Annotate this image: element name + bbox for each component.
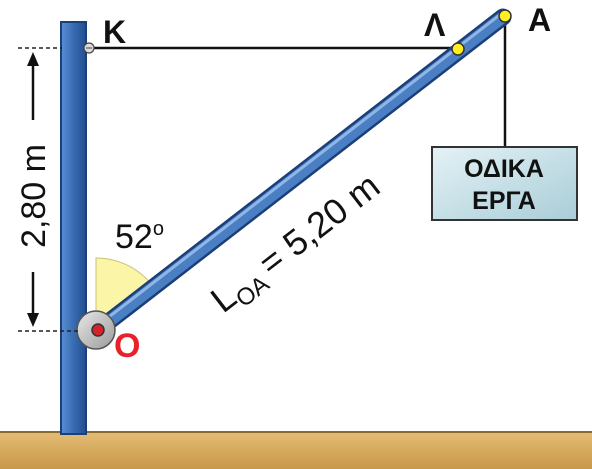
arrow-down-icon xyxy=(27,313,39,327)
height-label: 2,80 m xyxy=(15,144,53,248)
point-lambda-label: Λ xyxy=(424,7,446,43)
point-lambda-dot xyxy=(451,42,465,56)
beam-oa xyxy=(89,8,512,339)
pole xyxy=(60,21,87,435)
angle-value: 52 xyxy=(115,218,153,256)
sign-line-2: ΕΡΓΑ xyxy=(472,187,536,215)
road-works-sign: ΟΔΙΚΑ ΕΡΓΑ xyxy=(431,146,578,221)
length-value: = 5,20 m xyxy=(251,165,388,284)
hinge-o xyxy=(76,310,116,350)
point-a-dot xyxy=(498,9,512,23)
arrow-up-icon xyxy=(27,52,39,66)
point-o-label: Ο xyxy=(114,327,140,365)
length-label: LΟΑ= 5,20 m xyxy=(203,165,391,325)
point-k-label: Κ xyxy=(103,14,126,50)
ground xyxy=(0,432,592,469)
point-a-label: Α xyxy=(528,2,551,38)
angle-degree: o xyxy=(153,218,164,240)
sign-line-1: ΟΔΙΚΑ xyxy=(464,155,544,183)
angle-label: 52o xyxy=(115,218,164,256)
